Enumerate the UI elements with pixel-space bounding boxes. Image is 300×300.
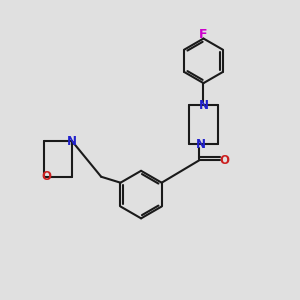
Text: N: N [199,99,208,112]
Text: N: N [196,138,206,151]
Text: F: F [199,28,208,40]
Text: O: O [219,154,229,167]
Text: N: N [67,135,77,148]
Text: O: O [42,170,52,183]
